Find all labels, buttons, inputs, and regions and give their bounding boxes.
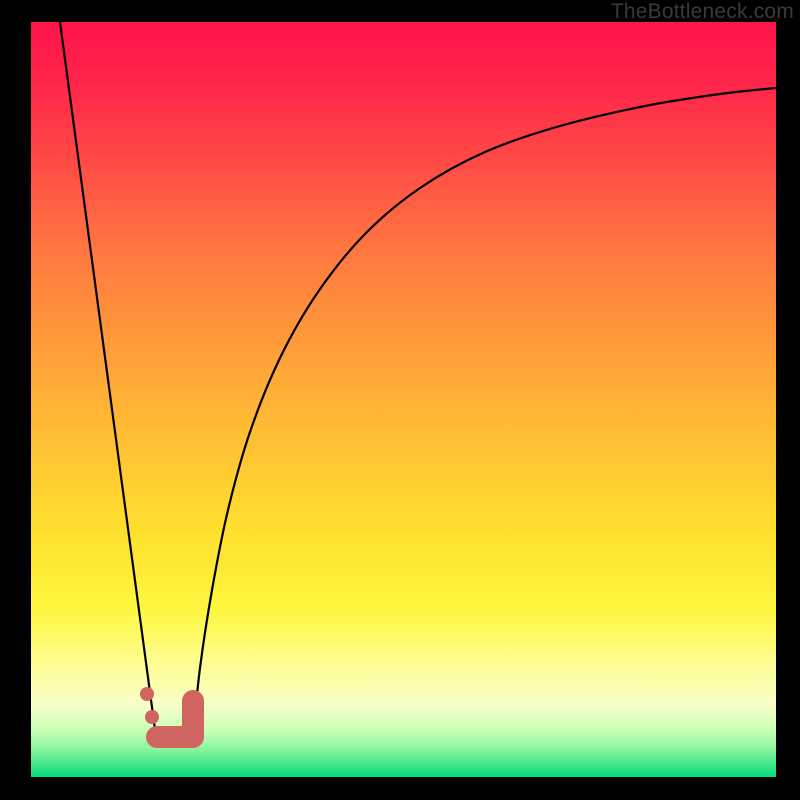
watermark-text: TheBottleneck.com [611,0,794,24]
bottleneck-marker-dot [140,687,154,701]
chart-root: TheBottleneck.com [0,0,800,800]
plot-background [31,22,776,777]
bottleneck-chart [0,0,800,800]
bottleneck-marker-dot [145,710,159,724]
